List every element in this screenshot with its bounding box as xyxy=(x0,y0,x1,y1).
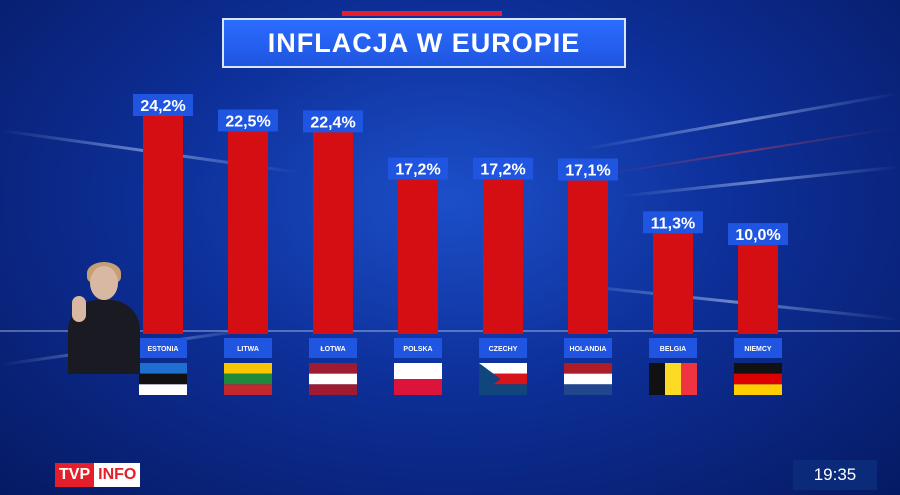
sign-language-interpreter xyxy=(60,262,148,374)
flag-stripe xyxy=(224,384,272,395)
flag-belgium-icon xyxy=(649,363,697,395)
value-label-box xyxy=(643,211,703,234)
flag-stripe xyxy=(479,373,527,385)
bar xyxy=(653,231,693,334)
flag-stripe xyxy=(224,363,272,374)
flag-czechia-icon xyxy=(479,363,527,395)
interpreter-hand xyxy=(72,296,86,322)
flag-stripe xyxy=(139,363,187,374)
category-label-box xyxy=(394,338,442,358)
flag-poland-icon xyxy=(394,363,442,395)
value-label-box xyxy=(388,157,448,180)
bar xyxy=(483,177,523,334)
value-label-box xyxy=(473,157,533,180)
category-label: CZECHY xyxy=(489,346,518,353)
category-label-box xyxy=(139,338,187,358)
logo-info-text: INFO xyxy=(94,463,141,487)
category-label: BELGIA xyxy=(660,346,686,353)
flag-estonia-icon xyxy=(139,363,187,395)
value-label-box xyxy=(303,110,363,133)
flag-stripe xyxy=(564,384,612,395)
value-label: 17,2% xyxy=(395,162,440,179)
category-label: LITWA xyxy=(237,346,259,353)
flag-stripe xyxy=(394,379,442,395)
bar xyxy=(568,178,608,334)
bar xyxy=(313,130,353,334)
broadcast-clock: 19:35 xyxy=(793,460,877,490)
flag-stripe xyxy=(479,363,527,374)
flag-germany-icon xyxy=(734,363,782,395)
flag-stripe xyxy=(394,363,442,379)
flag-stripe xyxy=(681,363,697,395)
title-accent-bar xyxy=(342,11,502,16)
flag-stripe xyxy=(734,363,782,374)
value-label-box xyxy=(133,94,193,116)
flag-stripe xyxy=(564,363,612,374)
title-banner: INFLACJA W EUROPIE xyxy=(222,18,626,68)
flag-netherlands-icon xyxy=(564,363,612,395)
bar xyxy=(738,243,778,334)
flag-stripe xyxy=(309,373,357,385)
value-label: 24,2% xyxy=(140,98,185,115)
value-label-box xyxy=(218,109,278,132)
flag-stripe xyxy=(224,373,272,385)
value-label: 11,3% xyxy=(651,215,695,232)
flag-stripe xyxy=(564,373,612,385)
category-label-box xyxy=(564,338,612,358)
category-label-box xyxy=(224,338,272,358)
category-label: ESTONIA xyxy=(148,346,179,353)
category-label-box xyxy=(734,338,782,358)
flag-stripe xyxy=(734,373,782,385)
value-label-box xyxy=(558,158,618,181)
flag-latvia-icon xyxy=(309,363,357,395)
value-label: 17,2% xyxy=(480,162,525,179)
flag-triangle xyxy=(479,363,501,395)
bar xyxy=(398,177,438,334)
flag-stripe xyxy=(309,363,357,374)
flag-lithuania-icon xyxy=(224,363,272,395)
flag-stripe xyxy=(479,384,527,395)
category-label: ŁOTWA xyxy=(320,346,345,353)
flag-stripe xyxy=(734,384,782,395)
value-label: 17,1% xyxy=(565,163,610,180)
tvp-info-logo: TVP INFO xyxy=(55,463,155,487)
flag-stripe xyxy=(665,363,681,395)
category-label: POLSKA xyxy=(403,346,432,353)
value-label: 22,4% xyxy=(310,114,355,131)
flag-stripe xyxy=(139,373,187,385)
chart-title: INFLACJA W EUROPIE xyxy=(267,27,581,58)
logo-tvp-text: TVP xyxy=(55,463,95,487)
value-label-box xyxy=(728,223,788,246)
interpreter-head xyxy=(90,266,118,300)
category-label: NIEMCY xyxy=(744,346,772,353)
flag-stripe xyxy=(649,363,665,395)
category-label-box xyxy=(309,338,357,358)
category-label: HOLANDIA xyxy=(570,346,607,353)
bar xyxy=(228,129,268,334)
flag-stripe xyxy=(139,384,187,395)
value-label: 22,5% xyxy=(225,113,270,130)
clock-time: 19:35 xyxy=(813,465,857,484)
category-label-box xyxy=(479,338,527,358)
bar xyxy=(143,114,183,334)
stage-floor-line xyxy=(0,330,900,332)
flag-stripe xyxy=(309,384,357,395)
value-label: 10,0% xyxy=(735,227,780,244)
category-label-box xyxy=(649,338,697,358)
